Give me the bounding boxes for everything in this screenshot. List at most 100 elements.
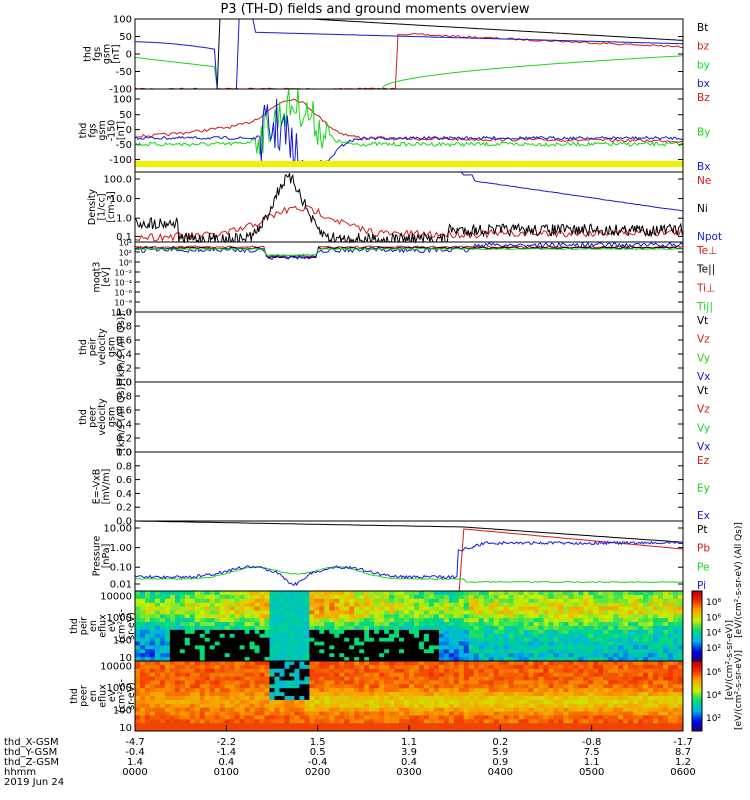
legend-Ex: Ex: [697, 510, 710, 522]
y-tick-label: 0.6: [116, 475, 132, 486]
panel-frame: [134, 171, 684, 243]
y-tick-label: 10: [119, 653, 132, 664]
legend-Vx: Vx: [697, 371, 710, 383]
y-tick-label: 100.0: [103, 175, 132, 186]
y-tick-label: 0: [126, 125, 132, 136]
series-Bx: [134, 98, 684, 163]
y-axis-label: E=-VxB[mV/m]: [92, 469, 113, 505]
y-axis-label: thdfgsgsm-150[nT]: [78, 120, 127, 142]
colorbar-label: [eV/(cm²-s-sr-eV)]: [725, 620, 735, 700]
y-axis-label: thdpeirenefluxeV(cm²-s-sr-eV): [69, 609, 137, 643]
x-row-value: 1.1: [401, 737, 417, 748]
y-tick-label: 1000: [107, 683, 132, 694]
panel-p9: 10000 1000 100 10 thdpeirenefluxeV(cm²-s-sr-…: [69, 590, 721, 664]
series-Bz: [134, 98, 684, 143]
y-axis-label: thdfgsgsm[nT]: [83, 44, 123, 64]
y-tick-label: 0.4: [116, 420, 132, 431]
panel-frame: [134, 88, 684, 173]
series-Te-par: [134, 246, 684, 259]
x-row-value: 0500: [579, 767, 604, 778]
colorbar-label: [eV/(cm²-s-sr-eV)]: [734, 650, 744, 730]
y-tick-label: 0.10: [110, 563, 132, 574]
x-row-value: 0.5: [310, 747, 326, 758]
colorbar-tick-label: 10⁶: [706, 613, 721, 623]
x-date-label: 2019 Jun 24: [4, 777, 64, 788]
y-tick-label: 100: [113, 706, 132, 717]
panel-p1: 100 50 0 -50 -100 thdfgsgsm[nT] Bt bz by bx: [83, 15, 710, 96]
colorbar-tick-label: 10⁴: [706, 629, 721, 639]
x-row-value: 1.1: [584, 757, 600, 768]
y-tick-label: -50: [116, 67, 132, 78]
legend-Bt: Bt: [697, 22, 708, 34]
y-tick-label: 0.4: [116, 489, 132, 500]
x-row-value: -2.2: [217, 737, 237, 748]
y-tick-label: 10000: [100, 591, 132, 602]
y-tick-label: 0.8: [116, 461, 132, 472]
panel-frame: [134, 311, 684, 383]
x-row-value: 0.9: [492, 757, 508, 768]
y-tick-label: 0.6: [116, 406, 132, 417]
legend-Vx: Vx: [697, 441, 710, 453]
y-tick-label: 10⁻²: [114, 269, 132, 278]
y-tick-label: 0.2: [116, 434, 132, 445]
legend-Vz: Vz: [697, 334, 710, 346]
series-Pi: [134, 540, 684, 587]
series-Ni: [134, 173, 684, 244]
x-row-value: 3.9: [401, 747, 417, 758]
x-row-value: 8.7: [675, 747, 691, 758]
legend-By: By: [697, 127, 710, 139]
legend-Vz: Vz: [697, 404, 710, 416]
panel-p8: 10.00 1.00 0.10 0.01 Pressure[nPa] Pt Pb Pe Pi: [92, 520, 710, 592]
x-row-value: 0.2: [492, 737, 508, 748]
x-row-value: 0300: [396, 767, 421, 778]
x-row-value: -0.4: [125, 747, 145, 758]
y-tick-label: 1.0: [116, 214, 132, 225]
x-row-value: 0000: [122, 767, 147, 778]
x-row-value: 0400: [488, 767, 513, 778]
y-tick-label: 10⁻¹⁰: [111, 309, 132, 318]
legend-Te||: Te||: [696, 264, 715, 276]
x-row-label: thd_Y-GSM: [4, 747, 57, 758]
y-tick-label: 1.0: [116, 378, 132, 389]
y-axis-label: thdpeervelocitygsm[km/s (All Qs)]: [78, 383, 127, 451]
y-tick-label: 0: [126, 50, 132, 61]
legend-bz: bz: [697, 41, 710, 53]
x-row-value: -0.4: [308, 757, 328, 768]
panel-p6: 1.0 0.8 0.6 0.4 0.2 0.0thdpeervelocitygsm[km/…: [78, 378, 710, 459]
x-row-value: -1.7: [673, 737, 693, 748]
x-row-value: 0.4: [218, 757, 234, 768]
y-tick-label: 10⁻⁴: [114, 279, 132, 288]
legend-Pi: Pi: [697, 580, 706, 592]
colorbar-tick-label: 10⁶: [706, 668, 721, 678]
y-tick-label: 0.0: [116, 448, 132, 459]
x-row-label: thd_X-GSM: [4, 737, 59, 748]
y-tick-label: 100: [113, 15, 132, 26]
y-tick-label: 0.4: [116, 350, 132, 361]
legend-Pb: Pb: [697, 543, 710, 555]
x-row-value: 5.9: [492, 747, 508, 758]
y-tick-label: -100: [109, 155, 132, 166]
x-row-value: 1.5: [310, 737, 326, 748]
y-tick-label: 100: [113, 94, 132, 105]
series-Pe: [134, 566, 684, 584]
y-tick-label: 0.0: [116, 517, 132, 528]
y-tick-label: -50: [116, 140, 132, 151]
y-axis-label: Density[1/cc][cm-3]: [87, 189, 117, 225]
x-row-value: 7.5: [584, 747, 600, 758]
x-row-value: 1.2: [675, 757, 691, 768]
x-row-value: 0100: [214, 767, 239, 778]
legend-Vy: Vy: [697, 422, 710, 434]
y-tick-label: 0.2: [116, 503, 132, 514]
panel-frame: [134, 381, 684, 453]
panel-frame: [134, 520, 684, 592]
legend-Vy: Vy: [697, 352, 710, 364]
y-axis-label: thdpeerenefluxeV(cm²-s-sr-eV): [69, 679, 137, 713]
legend-Te⊥: Te⊥: [696, 245, 717, 257]
x-row-value: 0600: [670, 767, 695, 778]
colorbar-tick-label: 10²: [706, 714, 721, 724]
series-Te-perp: [134, 245, 684, 258]
panel-p10: 10000 1000 100 10 thdpeerenefluxeV(cm²-s-sr-…: [69, 660, 721, 734]
y-tick-label: 1.0: [116, 308, 132, 319]
